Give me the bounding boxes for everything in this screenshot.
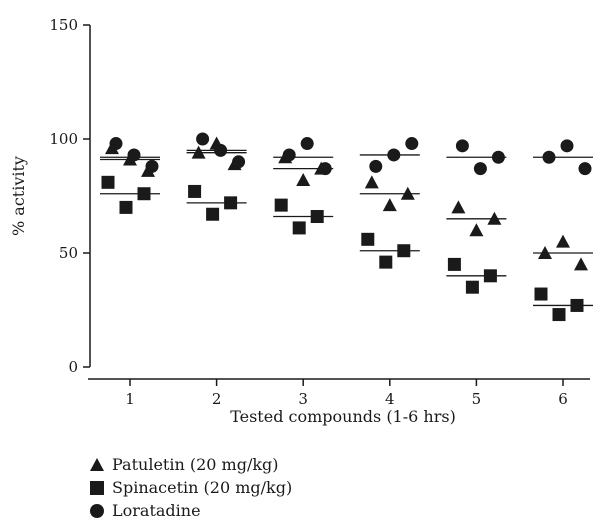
square-point — [274, 198, 288, 212]
circle-point — [282, 148, 296, 162]
triangle-point — [469, 223, 484, 237]
triangle-marker-icon — [88, 456, 106, 474]
square-point — [224, 196, 238, 210]
triangle-point — [296, 173, 311, 187]
legend: Patuletin (20 mg/kg) Spinacetin (20 mg/k… — [88, 453, 292, 522]
legend-label: Patuletin (20 mg/kg) — [112, 455, 279, 474]
circle-point — [196, 132, 210, 146]
triangle-point — [538, 246, 552, 259]
square-point — [188, 184, 202, 198]
y-axis-title: % activity — [9, 156, 28, 236]
circle-point — [560, 139, 574, 153]
square-point — [534, 287, 548, 301]
triangle-point — [382, 198, 397, 212]
legend-item-spinacetin: Spinacetin (20 mg/kg) — [88, 476, 292, 499]
x-axis-title: Tested compounds (1-6 hrs) — [230, 407, 456, 426]
square-point — [447, 257, 461, 271]
circle-point — [405, 137, 419, 151]
square-point — [310, 210, 324, 224]
square-point — [292, 221, 306, 235]
circle-point — [145, 159, 159, 173]
x-tick-label: 5 — [472, 390, 482, 408]
legend-item-loratadine: Loratadine — [88, 499, 292, 522]
triangle-point — [451, 200, 466, 214]
circle-point — [300, 137, 314, 151]
chart: 0 50 100 150 1 2 3 4 5 6 % activity Tested compo… — [9, 16, 593, 426]
circle-point — [369, 159, 383, 173]
y-tick-label: 100 — [49, 130, 78, 148]
circle-point — [387, 148, 401, 162]
square-point — [206, 207, 220, 221]
y-tick-label: 0 — [68, 358, 78, 376]
circle-point — [232, 155, 246, 169]
x-tick-label: 6 — [558, 390, 568, 408]
y-tick-label: 150 — [49, 16, 78, 34]
square-point — [570, 298, 584, 312]
legend-label: Spinacetin (20 mg/kg) — [112, 478, 293, 497]
y-axis: 0 50 100 150 — [49, 16, 91, 376]
square-point — [465, 280, 479, 294]
circle-point — [214, 143, 228, 157]
legend-item-patuletin: Patuletin (20 mg/kg) — [88, 453, 292, 476]
x-tick-label: 4 — [385, 390, 395, 408]
square-point — [137, 187, 151, 201]
x-axis: 1 2 3 4 5 6 — [88, 378, 590, 408]
circle-point — [542, 150, 556, 164]
triangle-point — [487, 211, 502, 225]
triangle-point — [400, 186, 415, 200]
circle-point — [473, 162, 487, 176]
circle-point — [318, 162, 332, 176]
square-point — [101, 175, 115, 189]
square-point — [119, 200, 133, 214]
triangle-point — [574, 257, 588, 271]
x-tick-label: 2 — [212, 390, 222, 408]
plot-area — [100, 132, 593, 322]
square-point — [483, 269, 497, 283]
square-point — [552, 308, 566, 322]
circle-point — [455, 139, 469, 153]
square-marker-icon — [88, 479, 106, 497]
triangle-point — [556, 234, 570, 248]
triangle-point — [191, 145, 206, 159]
circle-point — [109, 137, 123, 151]
circle-marker-icon — [88, 502, 106, 520]
triangle-point — [364, 175, 379, 189]
legend-label: Loratadine — [112, 501, 201, 520]
y-tick-label: 50 — [59, 244, 78, 262]
x-tick-label: 1 — [125, 390, 135, 408]
square-point — [397, 244, 411, 258]
circle-point — [578, 162, 592, 176]
circle-point — [127, 148, 141, 162]
x-tick-label: 3 — [298, 390, 308, 408]
circle-point — [491, 150, 505, 164]
square-point — [361, 232, 375, 246]
square-point — [379, 255, 393, 269]
